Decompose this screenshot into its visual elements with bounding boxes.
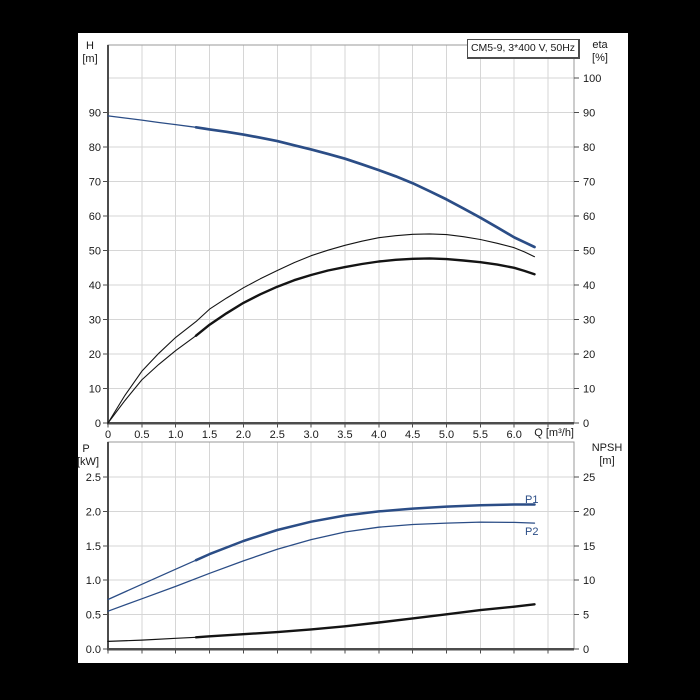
series-label-p2: P2 [525, 526, 539, 538]
head-and-efficiency-grid [108, 45, 574, 423]
svg-text:15: 15 [583, 541, 595, 553]
svg-text:60: 60 [583, 211, 595, 223]
power-and-npsh-tick-labels: 0.0 0.5 1.0 1.5 2.0 2.5 0 5 10 15 20 25 [86, 472, 596, 656]
svg-text:5.5: 5.5 [473, 429, 488, 441]
svg-text:1.5: 1.5 [202, 429, 217, 441]
bottom-left-axis-unit: P [kW] [77, 443, 99, 469]
svg-text:10: 10 [583, 384, 595, 396]
svg-text:30: 30 [89, 315, 101, 327]
svg-text:0.5: 0.5 [86, 610, 101, 622]
axis-unit-bracket: [%] [592, 52, 608, 64]
power-and-npsh-grid [108, 442, 574, 649]
svg-text:4.5: 4.5 [405, 429, 420, 441]
svg-text:20: 20 [89, 349, 101, 361]
svg-text:0: 0 [583, 418, 589, 430]
svg-text:3.5: 3.5 [337, 429, 352, 441]
svg-text:1.5: 1.5 [86, 541, 101, 553]
chart-title-text: CM5-9, 3*400 V, 50Hz [470, 42, 576, 54]
svg-text:1.0: 1.0 [86, 575, 101, 587]
svg-text:2.5: 2.5 [86, 472, 101, 484]
svg-text:10: 10 [89, 384, 101, 396]
svg-text:0: 0 [583, 644, 589, 656]
svg-text:40: 40 [583, 280, 595, 292]
svg-text:3.0: 3.0 [303, 429, 318, 441]
axis-unit-bracket: [kW] [77, 456, 99, 468]
axis-unit-symbol: P [82, 443, 90, 455]
svg-text:70: 70 [89, 177, 101, 189]
svg-text:80: 80 [89, 142, 101, 154]
series-label-p1: P1 [525, 494, 539, 506]
svg-text:0.0: 0.0 [86, 644, 101, 656]
svg-text:80: 80 [583, 142, 595, 154]
x-axis-label: Q [m³/h] [534, 427, 574, 439]
power-and-npsh-series-P2 [107, 521, 536, 612]
head-and-efficiency-series-eta [107, 233, 536, 424]
svg-text:2.0: 2.0 [236, 429, 251, 441]
svg-text:6.0: 6.0 [507, 429, 522, 441]
power-and-npsh-ticks [103, 476, 579, 654]
svg-text:70: 70 [583, 177, 595, 189]
svg-text:2.0: 2.0 [86, 506, 101, 518]
svg-text:90: 90 [583, 108, 595, 120]
svg-text:2.5: 2.5 [270, 429, 285, 441]
axis-unit-symbol: H [86, 40, 94, 52]
svg-text:4.0: 4.0 [371, 429, 386, 441]
svg-text:10: 10 [583, 575, 595, 587]
head-and-efficiency-series-H [107, 115, 536, 249]
svg-text:40: 40 [89, 280, 101, 292]
head-and-efficiency-ticks [103, 77, 579, 428]
top-right-axis-unit: eta [%] [585, 39, 615, 65]
svg-text:20: 20 [583, 506, 595, 518]
power-and-npsh-chart: 0.0 0.5 1.0 1.5 2.0 2.5 0 5 10 15 20 25 [86, 441, 596, 656]
svg-text:50: 50 [583, 246, 595, 258]
axis-unit-bracket: [m] [82, 53, 98, 65]
head-and-efficiency-series-eta2 [107, 257, 536, 424]
head-and-efficiency-axes [107, 44, 575, 425]
svg-text:5: 5 [583, 610, 589, 622]
power-and-npsh-series-NPSH [107, 603, 536, 643]
svg-text:50: 50 [89, 246, 101, 258]
head-and-efficiency-chart: 0 0.5 1.0 1.5 2.0 2.5 3.0 3.5 4.0 4.5 5.0 5.5 6.0 0 10… [89, 44, 602, 441]
bottom-right-axis-unit: NPSH [m] [586, 442, 628, 468]
axis-unit-bracket: [m] [599, 455, 615, 467]
svg-text:0: 0 [105, 429, 111, 441]
chart-title-box: CM5-9, 3*400 V, 50Hz [467, 39, 580, 59]
chart-panel [78, 33, 628, 663]
svg-text:90: 90 [89, 108, 101, 120]
svg-text:60: 60 [89, 211, 101, 223]
head-and-efficiency-tick-labels: 0 0.5 1.0 1.5 2.0 2.5 3.0 3.5 4.0 4.5 5.0 5.5 6.0 0 10… [89, 73, 602, 441]
svg-text:30: 30 [583, 315, 595, 327]
svg-text:0.5: 0.5 [134, 429, 149, 441]
axis-unit-symbol: eta [592, 39, 608, 51]
svg-text:20: 20 [583, 349, 595, 361]
svg-text:0: 0 [95, 418, 101, 430]
power-and-npsh-series-P1 [107, 503, 536, 601]
svg-text:1.0: 1.0 [168, 429, 183, 441]
svg-text:5.0: 5.0 [439, 429, 454, 441]
top-left-axis-unit: H [m] [78, 40, 102, 66]
svg-text:25: 25 [583, 472, 595, 484]
svg-text:100: 100 [583, 73, 601, 85]
axis-unit-symbol: NPSH [591, 442, 623, 454]
